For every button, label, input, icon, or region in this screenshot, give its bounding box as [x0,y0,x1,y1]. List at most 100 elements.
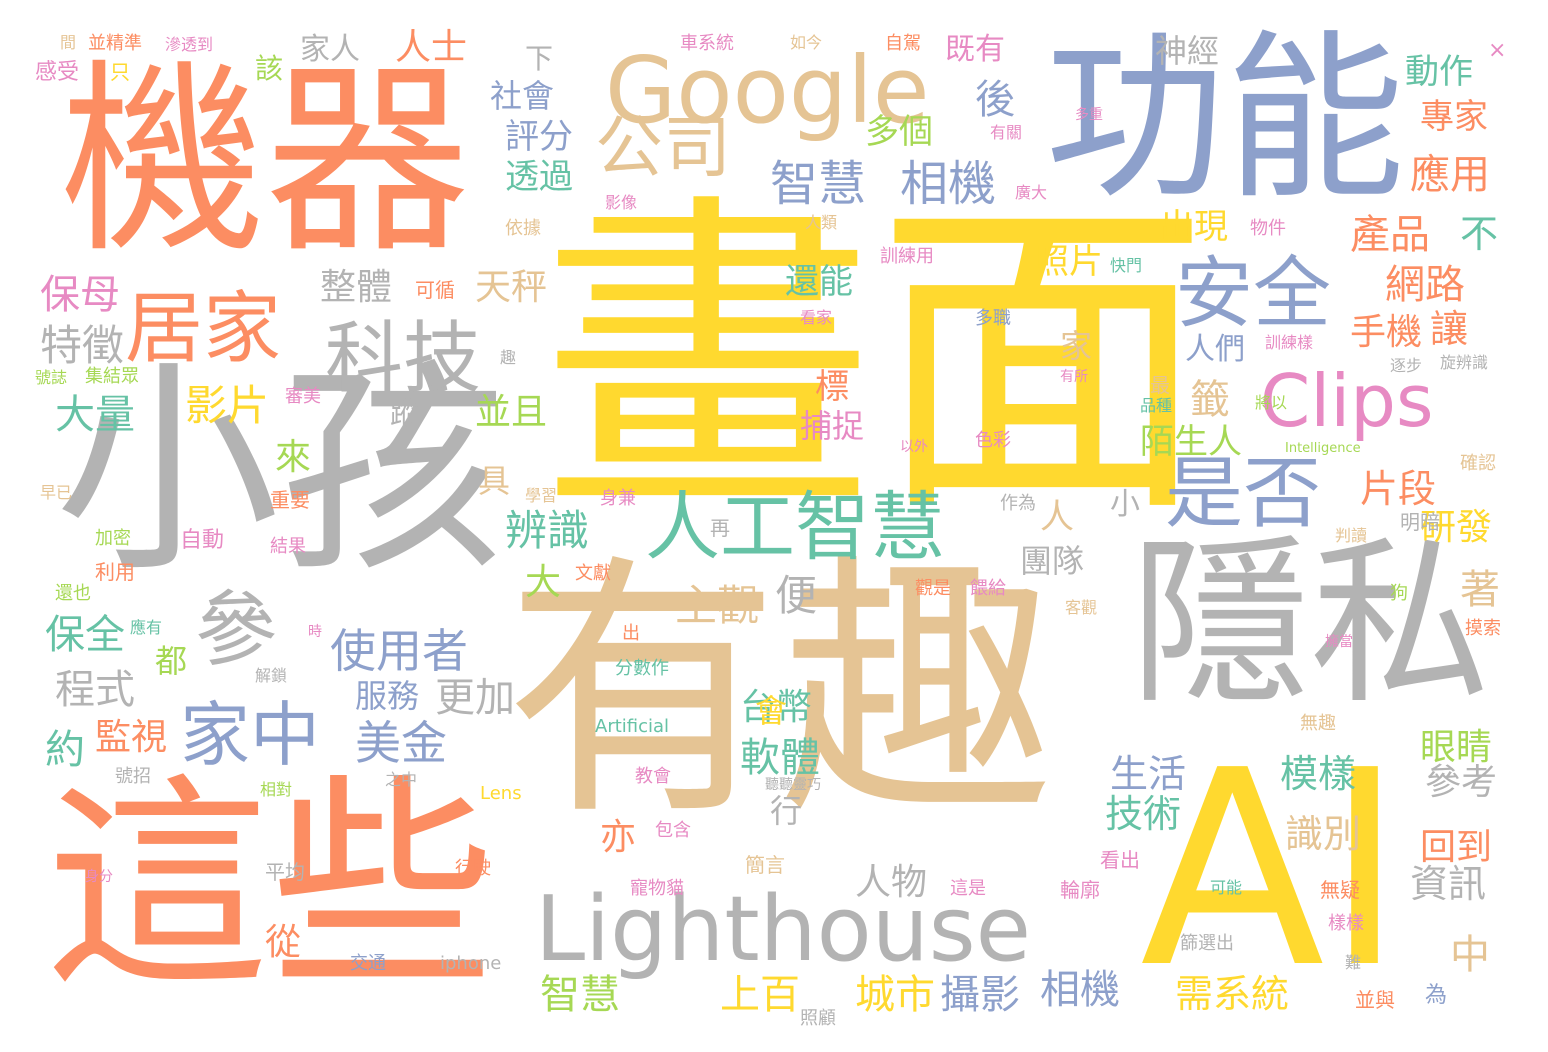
word-cloud-word: 最 [1150,373,1170,397]
word-cloud-word: 還也 [55,583,91,604]
word-cloud-word: 都 [155,642,188,680]
word-cloud-word: 下 [525,42,554,75]
word-cloud-word: 人 [1040,497,1074,537]
word-cloud-word: 出現 [1160,207,1228,247]
word-cloud-word: 相機 [1040,967,1120,1013]
word-cloud-word: 蹤 [390,397,420,432]
word-cloud-word: 應用 [1410,152,1490,198]
word-cloud-word: 陌生人 [1140,422,1242,462]
word-cloud-word: 台幣 [740,687,813,728]
word-cloud-word: 這是 [950,878,986,899]
word-cloud-word: 中 [1450,932,1490,978]
word-cloud-word: 智慧 [540,972,620,1018]
word-cloud-word: 無疑 [1320,878,1360,902]
word-cloud-word: 有所 [1060,369,1088,385]
word-cloud-word: 特徵 [40,321,125,370]
word-cloud-word: 教會 [635,766,671,787]
word-cloud-word: 後 [975,77,1015,123]
word-cloud-word: 客觀 [1065,598,1098,617]
word-cloud-word: 分數作 [615,658,669,679]
word-cloud-word: 監視 [95,717,168,758]
word-cloud-word: 無趣 [1300,713,1336,734]
word-cloud-word: 重要 [270,488,310,512]
word-cloud-word: 之中 [385,770,418,789]
word-cloud-word: Lighthouse [535,877,1032,982]
word-cloud-word: 該 [255,52,284,85]
word-cloud-word: iphone [440,953,502,974]
word-cloud-word: 這些 [45,756,495,1018]
word-cloud-word: 有關 [990,123,1023,142]
word-cloud-word: 參考 [1425,762,1498,803]
word-cloud-word: 隱私 [1130,520,1491,729]
word-cloud-word: 神經 [1155,32,1220,70]
word-cloud-word: 並與 [1355,988,1395,1012]
word-cloud-word: 篩選出 [1180,933,1234,954]
word-cloud-word: 畫面 [540,168,1210,558]
word-cloud-word: 便 [775,571,818,620]
word-cloud-word: 交通 [350,953,386,974]
word-cloud-word: 人工智慧 [645,483,946,571]
word-cloud-word: 需系統 [1175,972,1290,1016]
word-cloud-word: 研發 [1420,507,1493,548]
word-cloud-word: 天秤 [475,267,548,308]
word-cloud-word: 專家 [1420,97,1488,137]
word-cloud-word: 物件 [1250,218,1286,239]
word-cloud-word: 為 [1425,983,1448,1008]
word-cloud-word: 平均 [265,860,305,884]
word-cloud-word: 餵給 [970,578,1006,599]
word-cloud-word: × [1488,38,1507,63]
word-cloud-word: 識別 [1285,812,1362,856]
word-cloud-word: 家中 [180,694,320,776]
word-cloud-word: 生活 [1110,752,1187,796]
word-cloud-word: 不 [1460,212,1499,256]
word-cloud-word: 小 [1110,487,1140,522]
word-cloud-word: AI [1140,712,1405,1027]
word-cloud-word: 照片 [1035,242,1103,282]
word-cloud-word: 色彩 [975,430,1011,451]
word-cloud-word: 集結眾 [85,366,139,387]
word-cloud-word: 城市 [855,972,935,1018]
word-cloud-word: 辨識 [505,506,590,555]
word-cloud-word: 功能 [1045,15,1406,224]
word-cloud-word: 廣大 [1015,183,1048,202]
word-cloud-word: 文獻 [575,563,611,584]
word-cloud-word: 可能 [1210,878,1243,897]
word-cloud-word: 智慧 [770,156,867,212]
word-cloud-word: 感受 [35,60,80,85]
word-cloud-word: 程式 [55,667,135,713]
word-cloud-word: 訓練樣 [1265,333,1314,352]
word-cloud-word: 公司 [595,109,732,188]
word-cloud-word: Intelligence [1285,441,1361,456]
word-cloud-word: 大 [525,562,562,603]
word-cloud-word: 從 [265,922,302,963]
word-cloud-word: 應有 [130,618,163,637]
word-cloud-word: 審美 [285,386,321,407]
word-cloud-word: 美金 [355,716,447,770]
word-cloud-word: 看家 [800,308,833,327]
word-cloud-word: 聽聽靈巧 [765,777,821,793]
word-cloud-word: 旋辨識 [1440,353,1489,372]
word-cloud-word: 觀是 [915,578,951,599]
word-cloud-word: 號誌 [35,368,68,387]
word-cloud-word: 主觀 [675,581,760,630]
word-cloud-word: 身分 [85,869,113,885]
word-cloud-word: Artificial [595,716,670,737]
word-cloud-word: 逐步 [1390,356,1423,375]
word-cloud-word: 趣 [500,348,517,367]
word-cloud-word: 簡言 [745,853,785,877]
word-cloud-word: 寵物貓 [630,878,684,899]
word-cloud-word: 更加 [435,675,515,721]
word-cloud-word: 具 [478,462,511,500]
word-cloud-word: 相機 [900,156,997,212]
word-cloud-word: 再 [710,516,730,540]
word-cloud-word: Lens [480,783,522,804]
word-cloud-word: 手機 [1350,312,1423,353]
word-cloud-word: 訓練用 [880,246,934,267]
word-cloud-word: 影像 [605,193,638,212]
word-cloud-word: 保全 [45,612,125,658]
word-cloud-word: 整體 [320,267,393,308]
word-cloud-word: 並且 [475,392,548,433]
word-cloud-word: 並精準 [88,33,142,54]
word-cloud-word: 是否 [1165,449,1322,539]
